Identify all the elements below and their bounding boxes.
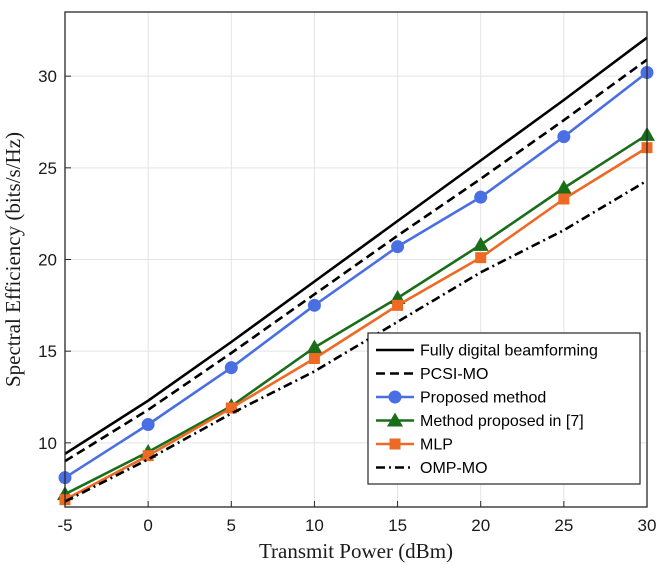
series-line (64, 71, 648, 479)
legend-entry: PCSI-MO (376, 366, 488, 383)
legend-box (367, 332, 641, 485)
legend-entry: Method proposed in [7] (376, 412, 584, 430)
data-point (555, 180, 572, 194)
data-point (391, 240, 405, 254)
legend-label: Fully digital beamforming (420, 343, 598, 360)
y-tick-label: 30 (38, 67, 57, 86)
axis-ticks: -5 0 5 10 15 20 25 30 10 15 20 25 30 (38, 67, 656, 535)
series-line (64, 58, 648, 463)
x-tick-label: 15 (388, 516, 407, 535)
y-tick-label: 20 (38, 251, 57, 270)
legend-label: Method proposed in [7] (420, 413, 584, 430)
data-point (307, 298, 321, 312)
data-point (474, 190, 488, 204)
x-tick-label: 25 (554, 516, 573, 535)
data-point (557, 130, 571, 144)
data-point (475, 252, 487, 264)
legend-entry: Proposed method (376, 390, 546, 407)
series-line (64, 179, 648, 503)
x-tick-label: 5 (227, 516, 236, 535)
legend-marker (387, 412, 403, 427)
legend-label: PCSI-MO (420, 366, 488, 383)
data-point (308, 353, 320, 364)
x-tick-label: 10 (305, 516, 324, 535)
x-tick-label: 20 (471, 516, 490, 535)
series-0 (64, 36, 648, 455)
series-lines (57, 36, 655, 506)
x-axis-title: Transmit Power (dBm) (259, 539, 453, 563)
data-point (142, 450, 154, 462)
series-5 (64, 179, 648, 503)
y-tick-label: 25 (38, 159, 57, 178)
data-point (472, 236, 489, 251)
data-point (141, 418, 155, 431)
data-point (306, 339, 323, 354)
series-line (64, 133, 648, 496)
y-tick-label: 15 (38, 342, 57, 361)
y-tick-label: 10 (38, 434, 57, 453)
legend-entry: MLP (376, 437, 453, 454)
series-line (64, 36, 648, 455)
x-tick-label: 30 (638, 516, 657, 535)
legend-label: OMP-MO (420, 460, 488, 477)
legend-label: Proposed method (420, 390, 546, 407)
legend-entry: Fully digital beamforming (376, 343, 598, 360)
legend-label: MLP (420, 437, 453, 454)
x-tick-label: 0 (143, 516, 152, 535)
data-point (558, 193, 570, 205)
y-axis-title: Spectral Efficiency (bits/s/Hz) (1, 132, 25, 387)
data-point (225, 402, 237, 414)
legend-marker (388, 390, 402, 404)
legend: Fully digital beamforming PCSI-MO Proposed… (367, 332, 641, 485)
data-point (224, 361, 238, 375)
x-tick-label: -5 (57, 516, 72, 535)
legend-marker (389, 438, 401, 450)
legend-entry: OMP-MO (376, 460, 488, 477)
data-point (392, 299, 404, 311)
series-1 (64, 58, 648, 463)
series-line (64, 146, 648, 501)
